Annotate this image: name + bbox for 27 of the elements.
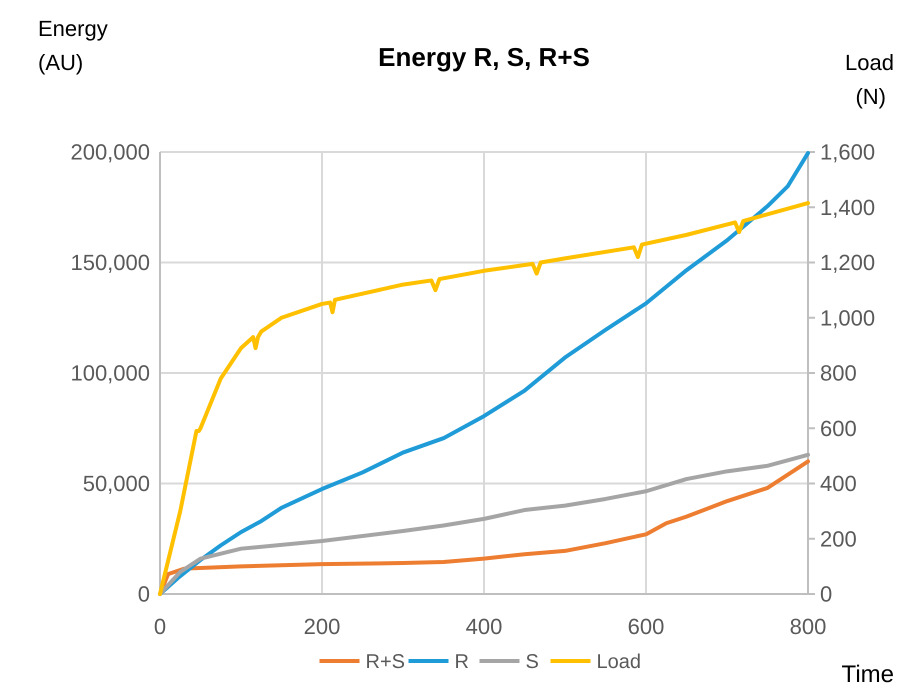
legend-label: R+S bbox=[366, 651, 405, 673]
y2-tick-label: 400 bbox=[820, 471, 857, 496]
y2-axis-title: Load (N) bbox=[845, 50, 894, 109]
y2-tick-label: 1,200 bbox=[820, 250, 876, 276]
y2-tick-label: 1,600 bbox=[820, 140, 876, 165]
chart-title: Energy R, S, R+S bbox=[378, 42, 590, 72]
y2-tick-label: 0 bbox=[820, 582, 832, 607]
y-tick-label: 150,000 bbox=[70, 250, 150, 276]
y2-tick-label: 800 bbox=[820, 360, 857, 386]
x-tick-label: 200 bbox=[304, 614, 340, 639]
y2-tick-label: 1,000 bbox=[820, 305, 876, 330]
y-tick-label: 200,000 bbox=[70, 140, 150, 165]
x-tick-label: 600 bbox=[628, 614, 664, 639]
x-tick-label: 0 bbox=[154, 614, 166, 639]
y-tick-label: 0 bbox=[138, 582, 150, 607]
y2-tick-label: 600 bbox=[820, 416, 857, 441]
y2-tick-label: 1,400 bbox=[820, 194, 876, 220]
y-tick-label: 100,000 bbox=[70, 360, 150, 386]
y-axis-title: Energy (AU) bbox=[38, 16, 108, 75]
legend-label: R bbox=[454, 651, 469, 673]
x-tick-label: 800 bbox=[790, 614, 826, 639]
y2-tick-label: 200 bbox=[820, 526, 857, 552]
x-axis-title: Time bbox=[842, 661, 894, 688]
x-tick-label: 400 bbox=[466, 614, 502, 639]
legend-label: Load bbox=[596, 651, 641, 673]
legend-label: S bbox=[526, 651, 539, 673]
y-tick-label: 50,000 bbox=[82, 471, 150, 496]
